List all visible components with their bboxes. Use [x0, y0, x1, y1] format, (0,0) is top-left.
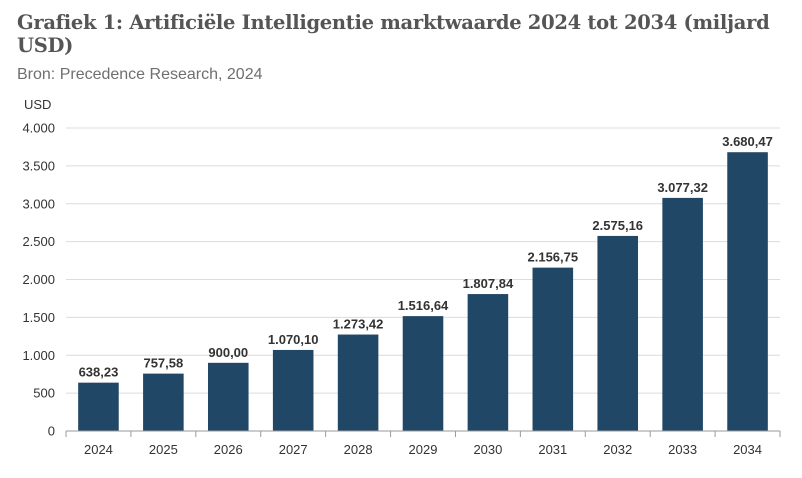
y-tick-label: 3.500	[22, 158, 55, 173]
bar	[78, 382, 119, 431]
bars	[78, 152, 768, 431]
data-label: 900,00	[208, 345, 248, 360]
data-labels: 638,23 757,58 900,00 1.070,10 1.273,42 1.516,…	[79, 134, 773, 379]
bar	[207, 362, 249, 431]
x-tick-label: 2030	[473, 442, 502, 457]
data-label: 757,58	[143, 356, 183, 371]
bar	[597, 235, 639, 431]
x-tick-label: 2027	[279, 442, 308, 457]
bar	[532, 267, 574, 431]
data-label: 2.575,16	[592, 218, 643, 233]
data-label: 1.807,84	[463, 276, 514, 291]
x-axis-ticks: 2024 2025 2026 2027 2028 2029 2030 2031 2032 2033…	[84, 442, 762, 457]
chart-title: Grafiek 1: Artificiële Intelligentie mar…	[17, 11, 770, 57]
data-label: 3.680,47	[722, 134, 773, 149]
data-label: 3.077,32	[657, 180, 708, 195]
bar	[662, 197, 703, 431]
x-tick-label: 2026	[214, 442, 243, 457]
y-tick-label: 1.000	[22, 348, 55, 363]
x-tick-label: 2029	[409, 442, 438, 457]
data-label: 1.273,42	[333, 317, 384, 332]
y-tick-label: 3.000	[22, 196, 55, 211]
x-tick-label: 2032	[603, 442, 632, 457]
x-tick-label: 2024	[84, 442, 113, 457]
bar	[337, 334, 379, 431]
bar	[402, 316, 444, 431]
bar	[727, 152, 768, 431]
x-tick-label: 2028	[344, 442, 373, 457]
x-tick-label: 2031	[538, 442, 567, 457]
x-axis	[65, 430, 781, 437]
y-tick-label: 2.000	[22, 272, 55, 287]
y-axis-unit-label: USD	[24, 97, 51, 112]
data-label: 2.156,75	[528, 250, 579, 265]
bar	[467, 294, 509, 431]
y-tick-label: 500	[33, 386, 55, 401]
y-axis-ticks: 0 500 1.000 1.500 2.000 2.500 3.000 3.500 4.000	[22, 121, 55, 439]
data-label: 638,23	[79, 365, 119, 380]
x-tick-label: 2034	[733, 442, 762, 457]
bar	[272, 349, 314, 431]
y-tick-label: 0	[48, 424, 55, 439]
bar	[143, 373, 184, 431]
x-tick-label: 2025	[149, 442, 178, 457]
y-tick-label: 1.500	[22, 310, 55, 325]
data-label: 1.516,64	[398, 298, 449, 313]
data-label: 1.070,10	[268, 332, 319, 347]
x-tick-label: 2033	[668, 442, 697, 457]
chart-source: Bron: Precedence Research, 2024	[17, 66, 263, 83]
y-tick-label: 4.000	[22, 121, 55, 136]
y-tick-label: 2.500	[22, 234, 55, 249]
